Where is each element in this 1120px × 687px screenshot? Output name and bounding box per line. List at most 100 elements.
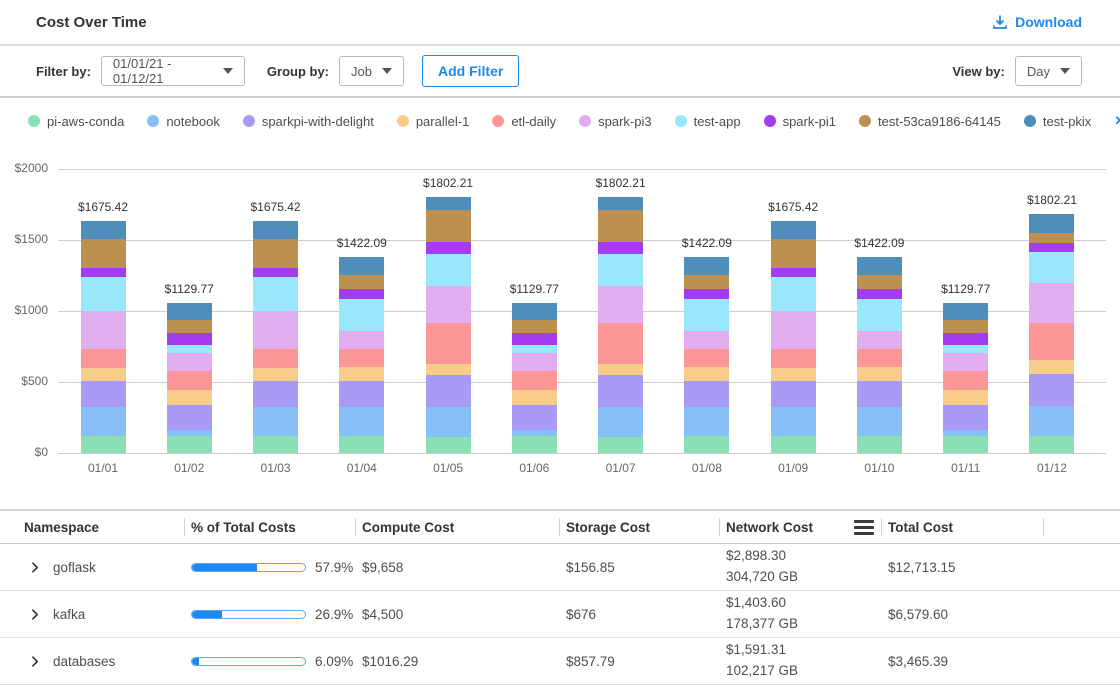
bar-segment-etl-daily[interactable] — [684, 349, 729, 368]
bar-segment-pi-aws-conda[interactable] — [771, 436, 816, 453]
bar-segment-spark-pi1[interactable] — [771, 268, 816, 277]
bar-segment-sparkpi-with-delight[interactable] — [943, 405, 988, 430]
bar-segment-spark-pi3[interactable] — [512, 353, 557, 371]
bar-segment-notebook[interactable] — [1029, 406, 1074, 436]
bar-segment-pi-aws-conda[interactable] — [81, 436, 126, 453]
deselect-all-button[interactable]: ✕ Deselect All — [1114, 106, 1120, 136]
bar-segment-etl-daily[interactable] — [253, 349, 298, 368]
bar-segment-test-app[interactable] — [857, 299, 902, 330]
bar-segment-sparkpi-with-delight[interactable] — [339, 381, 384, 407]
bar-segment-test-pkix[interactable] — [426, 197, 471, 210]
bar-segment-notebook[interactable] — [771, 407, 816, 436]
column-header-total-cost[interactable]: Total Cost — [888, 511, 1120, 543]
bar-segment-test-pkix[interactable] — [1029, 214, 1074, 234]
bar-segment-notebook[interactable] — [684, 407, 729, 436]
bar-segment-etl-daily[interactable] — [857, 349, 902, 368]
legend-item-spark-pi1[interactable]: spark-pi1 — [764, 114, 836, 129]
bar-segment-spark-pi1[interactable] — [857, 289, 902, 300]
bar-segment-notebook[interactable] — [857, 407, 902, 436]
legend-item-test-pkix[interactable]: test-pkix — [1024, 114, 1091, 129]
bar-segment-parallel-1[interactable] — [598, 364, 643, 376]
bar-segment-test-53ca9186-64145[interactable] — [943, 320, 988, 333]
bar-segment-spark-pi1[interactable] — [684, 289, 729, 300]
legend-item-test-53ca9186-64145[interactable]: test-53ca9186-64145 — [859, 114, 1001, 129]
bar-segment-spark-pi3[interactable] — [339, 331, 384, 349]
bar-segment-parallel-1[interactable] — [943, 390, 988, 405]
column-header-network-cost[interactable]: Network Cost — [726, 511, 888, 543]
bar-segment-pi-aws-conda[interactable] — [512, 436, 557, 453]
bar-segment-test-app[interactable] — [684, 299, 729, 330]
bar-segment-test-pkix[interactable] — [598, 197, 643, 210]
bar-segment-spark-pi1[interactable] — [253, 268, 298, 277]
bar-segment-test-app[interactable] — [512, 345, 557, 352]
bar-segment-pi-aws-conda[interactable] — [167, 436, 212, 453]
bar-segment-test-pkix[interactable] — [512, 303, 557, 320]
bar-segment-sparkpi-with-delight[interactable] — [253, 381, 298, 407]
bar-segment-sparkpi-with-delight[interactable] — [167, 405, 212, 430]
download-button[interactable]: Download — [992, 14, 1082, 30]
bar-segment-pi-aws-conda[interactable] — [943, 436, 988, 453]
bar-segment-test-app[interactable] — [426, 254, 471, 286]
bar-segment-parallel-1[interactable] — [339, 367, 384, 380]
column-header-namespace[interactable]: Namespace — [24, 511, 191, 543]
bar-segment-etl-daily[interactable] — [81, 349, 126, 368]
legend-item-test-app[interactable]: test-app — [675, 114, 741, 129]
expand-row-button[interactable]: kafka — [24, 607, 191, 622]
bar-segment-spark-pi3[interactable] — [81, 311, 126, 349]
bar-segment-pi-aws-conda[interactable] — [598, 437, 643, 453]
bar-segment-spark-pi1[interactable] — [339, 289, 384, 300]
legend-item-pi-aws-conda[interactable]: pi-aws-conda — [28, 114, 124, 129]
bar-segment-notebook[interactable] — [426, 407, 471, 436]
bar-segment-spark-pi3[interactable] — [684, 331, 729, 349]
bar-segment-test-53ca9186-64145[interactable] — [1029, 233, 1074, 243]
column-header-storage-cost[interactable]: Storage Cost — [566, 511, 726, 543]
bar-segment-spark-pi1[interactable] — [167, 333, 212, 345]
bar-segment-spark-pi1[interactable] — [598, 242, 643, 254]
bar-segment-notebook[interactable] — [512, 430, 557, 437]
bar-segment-spark-pi3[interactable] — [857, 331, 902, 349]
bar-segment-sparkpi-with-delight[interactable] — [857, 381, 902, 407]
bar-segment-parallel-1[interactable] — [512, 390, 557, 405]
bar-segment-pi-aws-conda[interactable] — [857, 436, 902, 453]
bar-segment-spark-pi3[interactable] — [426, 286, 471, 323]
column-settings-menu-icon[interactable] — [854, 520, 874, 535]
bar-segment-spark-pi3[interactable] — [943, 353, 988, 371]
expand-row-button[interactable]: goflask — [24, 560, 191, 575]
bar-segment-test-app[interactable] — [167, 345, 212, 352]
bar-segment-notebook[interactable] — [253, 407, 298, 436]
bar-segment-parallel-1[interactable] — [771, 368, 816, 381]
bar-segment-spark-pi1[interactable] — [1029, 243, 1074, 253]
bar-segment-notebook[interactable] — [598, 407, 643, 436]
bar-segment-test-pkix[interactable] — [943, 303, 988, 320]
bar-segment-parallel-1[interactable] — [684, 367, 729, 380]
bar-segment-etl-daily[interactable] — [598, 323, 643, 364]
bar-segment-pi-aws-conda[interactable] — [1029, 436, 1074, 453]
bar-segment-etl-daily[interactable] — [771, 349, 816, 368]
bar-segment-spark-pi3[interactable] — [1029, 283, 1074, 323]
bar-segment-pi-aws-conda[interactable] — [684, 436, 729, 453]
bar-segment-test-53ca9186-64145[interactable] — [512, 320, 557, 333]
bar-segment-notebook[interactable] — [339, 407, 384, 436]
bar-segment-parallel-1[interactable] — [81, 368, 126, 381]
bar-segment-sparkpi-with-delight[interactable] — [598, 375, 643, 407]
column-header-pct-total-costs[interactable]: % of Total Costs — [191, 511, 362, 543]
bar-segment-etl-daily[interactable] — [426, 323, 471, 364]
bar-segment-spark-pi1[interactable] — [512, 333, 557, 345]
bar-segment-test-pkix[interactable] — [253, 221, 298, 238]
bar-segment-test-pkix[interactable] — [339, 257, 384, 275]
bar-segment-test-53ca9186-64145[interactable] — [771, 239, 816, 268]
bar-segment-test-53ca9186-64145[interactable] — [684, 275, 729, 289]
bar-segment-test-53ca9186-64145[interactable] — [167, 320, 212, 333]
expand-row-button[interactable]: databases — [24, 654, 191, 669]
bar-segment-spark-pi3[interactable] — [598, 286, 643, 323]
bar-segment-spark-pi3[interactable] — [167, 353, 212, 371]
legend-item-spark-pi3[interactable]: spark-pi3 — [579, 114, 651, 129]
bar-segment-sparkpi-with-delight[interactable] — [1029, 374, 1074, 406]
legend-item-etl-daily[interactable]: etl-daily — [492, 114, 556, 129]
bar-segment-test-53ca9186-64145[interactable] — [81, 239, 126, 268]
bar-segment-test-pkix[interactable] — [167, 303, 212, 320]
bar-segment-test-app[interactable] — [771, 277, 816, 311]
bar-segment-sparkpi-with-delight[interactable] — [684, 381, 729, 407]
bar-segment-etl-daily[interactable] — [339, 349, 384, 368]
bar-segment-sparkpi-with-delight[interactable] — [771, 381, 816, 407]
